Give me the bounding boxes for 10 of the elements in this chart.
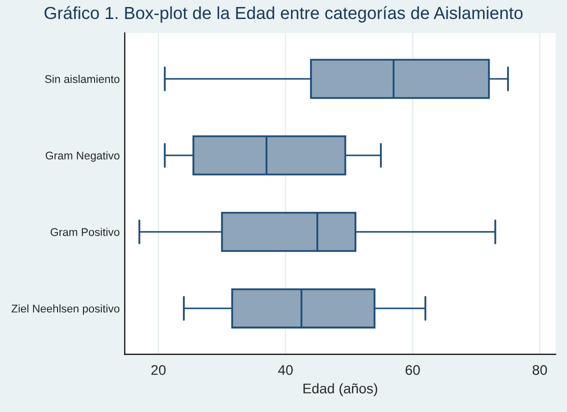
x-tick-label: 40 [278,365,293,375]
y-tick-label: Sin aislamiento [45,74,120,84]
y-tick-label: Gram Negativo [46,151,120,162]
x-tick-label: 80 [532,365,547,375]
chart-title: Gráfico 1. Box-plot de la Edad entre categorías de Aislamiento [44,6,523,23]
x-tick-label: 60 [406,365,420,375]
x-tick-label: 20 [151,365,166,375]
y-tick-label: Ziel Neehlsen positivo [12,304,120,315]
y-tick-label: Gram Positivo [50,228,120,236]
x-axis-title: Edad (años) [304,383,378,396]
